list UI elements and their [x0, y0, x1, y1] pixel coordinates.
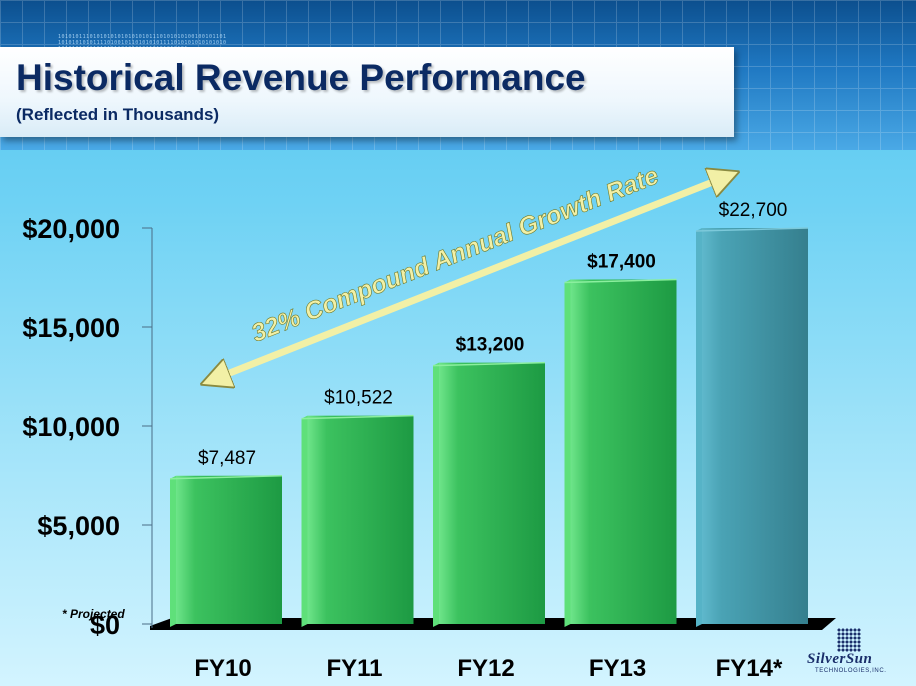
y-tick-label: $15,000: [22, 313, 120, 343]
logo-subtitle: TECHNOLOGIES,INC.: [815, 668, 887, 674]
bar-value-label: $13,200: [456, 335, 525, 356]
bar-value-label: $22,700: [719, 200, 788, 221]
bar-fy13: $17,400: [564, 251, 677, 627]
x-tick-label: FY12: [457, 655, 514, 682]
y-axis: $0 $5,000 $10,000 $15,000 $20,000: [22, 214, 153, 640]
bar-side-face: [564, 279, 571, 627]
bar-value-label: $17,400: [587, 251, 656, 272]
bar-front-face: [307, 415, 414, 624]
x-axis-labels: FY10 FY11 FY12 FY13 FY14*: [194, 655, 783, 682]
bar-value-label: $10,522: [324, 388, 393, 409]
bar-front-face: [439, 362, 545, 624]
bar-fy11: $10,522: [301, 388, 414, 627]
bar-fy14: $22,700: [695, 200, 809, 627]
x-tick-label: FY10: [194, 655, 251, 682]
bar-side-face: [301, 415, 308, 627]
bars-group: $7,487 $10,522 $13,200 $17,400 $22,700: [169, 200, 809, 627]
bar-front-face: [570, 279, 677, 624]
bar-value-label: $7,487: [198, 448, 256, 469]
x-tick-label: FY14*: [716, 655, 783, 682]
bar-top-edge: [301, 414, 414, 420]
page-title: Historical Revenue Performance: [16, 57, 586, 98]
bar-side-face: [170, 475, 176, 627]
page-subtitle: (Reflected in Thousands): [16, 105, 220, 124]
bar-side-face: [696, 228, 702, 627]
y-tick-label: $20,000: [22, 214, 120, 244]
logo-dot-grid-icon: [837, 628, 861, 652]
x-tick-label: FY13: [589, 655, 646, 682]
x-tick-label: FY11: [326, 655, 382, 682]
bar-front-face: [702, 228, 808, 624]
bar-fy12: $13,200: [432, 335, 546, 627]
bar-top-edge: [169, 475, 283, 480]
y-tick-label: $5,000: [37, 511, 120, 541]
growth-arrow: [212, 176, 728, 380]
logo-name: SilverSun: [807, 651, 873, 667]
bar-side-face: [433, 362, 439, 627]
projected-footnote: * Projected: [62, 607, 125, 621]
bar-fy10: $7,487: [169, 448, 283, 627]
y-tick-label: $0: [90, 610, 120, 640]
bar-front-face: [176, 475, 282, 624]
silversun-logo: SilverSun TECHNOLOGIES,INC.: [807, 626, 907, 680]
y-tick-label: $10,000: [22, 412, 120, 442]
title-box: Historical Revenue Performance (Reflecte…: [0, 47, 734, 137]
